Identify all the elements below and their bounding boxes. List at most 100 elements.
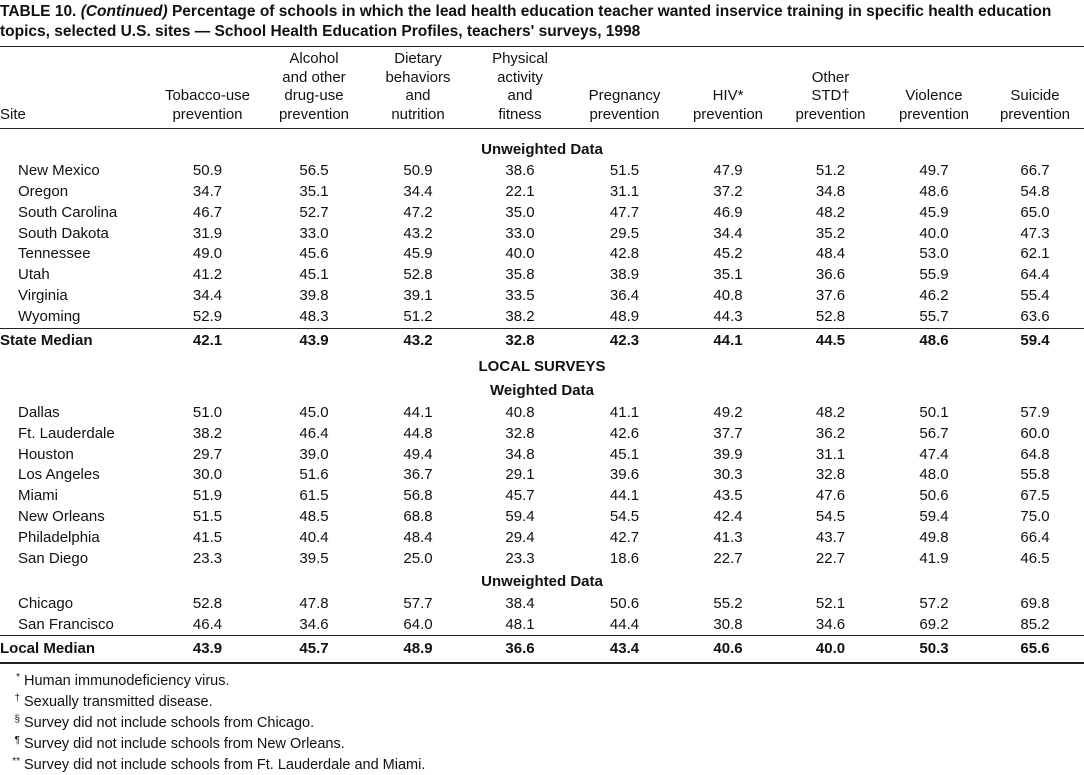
cell-value: 45.7 bbox=[260, 635, 368, 665]
cell-value: 47.2 bbox=[403, 203, 433, 221]
site-name: South Carolina bbox=[18, 203, 118, 221]
cell-value: 50.3 bbox=[882, 635, 986, 665]
cell-value: 43.9 bbox=[155, 635, 260, 665]
site-name: Wyoming bbox=[18, 308, 81, 326]
cell-value: 85.2 bbox=[1020, 615, 1050, 633]
cell-value: 54.5 bbox=[815, 508, 846, 526]
column-header: Site bbox=[0, 47, 155, 129]
header-line: and other bbox=[282, 68, 346, 86]
cell-value: 37.6 bbox=[815, 287, 846, 305]
cell-value: 38.9 bbox=[609, 266, 640, 284]
site-name: Dallas bbox=[18, 403, 60, 421]
site-name: New Mexico bbox=[18, 162, 100, 179]
footnote: * Human immunodeficiency virus. bbox=[0, 671, 1084, 692]
cell-value: 37.2 bbox=[713, 182, 743, 200]
cell-value: 75.0 bbox=[1020, 508, 1050, 526]
cell-value: 35.2 bbox=[815, 224, 846, 242]
cell-value: 68.8 bbox=[403, 508, 433, 526]
data-row: Houston 29.7 39.0 49.4 34.8 45.1 39.9 31.1 47.4 6… bbox=[0, 445, 1084, 466]
cell-value: 42.7 bbox=[609, 529, 640, 547]
footnote: ¶ Survey did not include schools from New… bbox=[0, 734, 1084, 755]
cell-value: 30.8 bbox=[713, 615, 743, 633]
header-line: prevention bbox=[278, 105, 350, 123]
header-line: Pregnancy bbox=[588, 87, 661, 104]
cell-value: 38.4 bbox=[505, 594, 535, 612]
cell-value: 43.9 bbox=[260, 327, 368, 355]
cell-value: 69.8 bbox=[1020, 594, 1050, 612]
cell-value: 40.8 bbox=[505, 403, 535, 421]
data-row: South Dakota 31.9 33.0 43.2 33.0 29.5 34.4 35.2… bbox=[0, 224, 1084, 245]
cell-value: 47.8 bbox=[299, 594, 329, 612]
table-label: TABLE 10. bbox=[0, 3, 77, 20]
cell-value: 55.8 bbox=[1020, 466, 1050, 484]
cell-value: 32.8 bbox=[468, 327, 572, 355]
cell-value: 33.0 bbox=[299, 224, 329, 242]
cell-value: 52.7 bbox=[299, 203, 329, 221]
cell-value: 50.1 bbox=[919, 403, 949, 421]
cell-value: 33.5 bbox=[505, 287, 535, 305]
cell-value: 34.8 bbox=[505, 445, 535, 463]
cell-value: 44.1 bbox=[403, 403, 433, 421]
table-title: TABLE 10. (Continued) Percentage of scho… bbox=[0, 0, 1084, 47]
cell-value: 47.3 bbox=[1020, 224, 1050, 242]
cell-value: 48.9 bbox=[368, 635, 468, 665]
cell-value: 44.8 bbox=[403, 424, 433, 442]
cell-value: 49.4 bbox=[403, 445, 433, 463]
footnote-text: Human immunodeficiency virus. bbox=[24, 673, 230, 690]
cell-value: 40.0 bbox=[919, 224, 949, 242]
data-row: Philadelphia 41.5 40.4 48.4 29.4 42.7 41.3 43.7… bbox=[0, 528, 1084, 549]
cell-value: 33.0 bbox=[505, 224, 535, 242]
cell-value: 52.8 bbox=[815, 308, 846, 326]
cell-value: 29.7 bbox=[192, 445, 223, 463]
site-name: Ft. Lauderdale bbox=[18, 424, 115, 442]
cell-value: 69.2 bbox=[919, 615, 949, 633]
cell-value: 63.6 bbox=[1020, 308, 1050, 326]
cell-value: 38.6 bbox=[505, 162, 535, 179]
cell-value: 66.4 bbox=[1020, 529, 1050, 547]
cell-value: 40.0 bbox=[505, 245, 535, 263]
footnote: ** Survey did not include schools from Ft… bbox=[0, 755, 1084, 775]
cell-value: 47.7 bbox=[609, 203, 640, 221]
cell-value: 30.0 bbox=[192, 466, 223, 484]
header-line: activity bbox=[497, 68, 543, 86]
cell-value: 60.0 bbox=[1020, 424, 1050, 442]
cell-value: 39.9 bbox=[713, 445, 743, 463]
cell-value: 51.9 bbox=[192, 487, 223, 505]
cell-value: 38.2 bbox=[192, 424, 223, 442]
cell-value: 45.6 bbox=[299, 245, 329, 263]
cell-value: 43.2 bbox=[403, 224, 433, 242]
site-name: Miami bbox=[18, 487, 58, 505]
column-header: Alcohol and other drug-use prevention bbox=[260, 47, 368, 129]
header-line: Other bbox=[811, 68, 850, 86]
cell-value: 40.8 bbox=[713, 287, 743, 305]
cell-value: 37.7 bbox=[713, 424, 743, 442]
cell-value: 50.6 bbox=[609, 594, 640, 612]
cell-value: 48.5 bbox=[299, 508, 329, 526]
header-line: Tobacco-use bbox=[164, 87, 251, 104]
group-row: LOCAL SURVEYS bbox=[0, 355, 1084, 379]
cell-value: 42.6 bbox=[609, 424, 640, 442]
table-body: Unweighted Data New Mexico 50.9 56.5 50.9 38.… bbox=[0, 129, 1084, 665]
cell-value: 36.4 bbox=[609, 287, 640, 305]
header-line: Alcohol bbox=[289, 50, 339, 67]
footnote: † Sexually transmitted disease. bbox=[0, 692, 1084, 713]
group-label: Unweighted Data bbox=[481, 572, 603, 590]
cell-value: 40.4 bbox=[299, 529, 329, 547]
cell-value: 48.4 bbox=[815, 245, 846, 263]
cell-value: 57.2 bbox=[919, 594, 949, 612]
cell-value: 51.5 bbox=[609, 162, 640, 179]
cell-value: 50.6 bbox=[919, 487, 949, 505]
title-note: (Continued) bbox=[80, 3, 168, 20]
site-name: Los Angeles bbox=[18, 466, 100, 484]
cell-value: 42.3 bbox=[572, 327, 677, 355]
cell-value: 55.2 bbox=[713, 594, 743, 612]
footnote-text: Survey did not include schools from Ft. … bbox=[24, 756, 426, 773]
cell-value: 46.4 bbox=[299, 424, 329, 442]
cell-value: 67.5 bbox=[1020, 487, 1050, 505]
header-line: nutrition bbox=[391, 105, 445, 123]
cell-value: 23.3 bbox=[192, 549, 223, 567]
cell-value: 44.3 bbox=[713, 308, 743, 326]
cell-value: 51.0 bbox=[192, 403, 223, 421]
cell-value: 31.9 bbox=[192, 224, 223, 242]
site-name: Tennessee bbox=[18, 245, 91, 263]
